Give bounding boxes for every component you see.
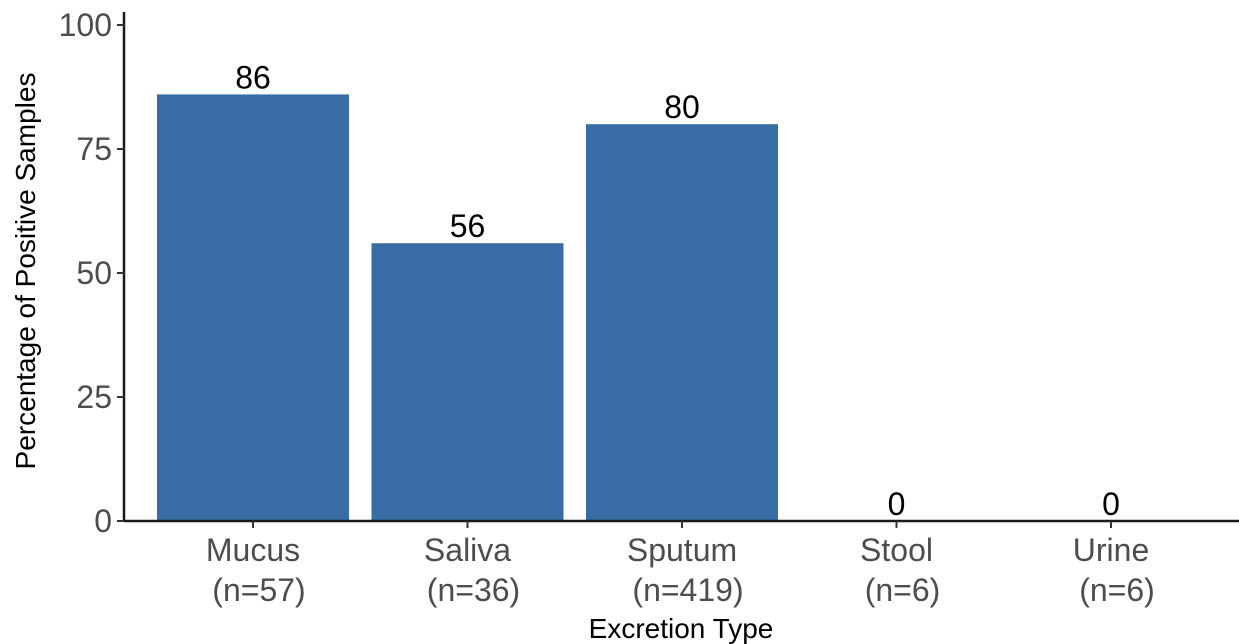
bars-group bbox=[157, 94, 778, 522]
y-tick-label-4: 100 bbox=[59, 7, 112, 43]
x-tick-label-3: Stool (n=6) bbox=[860, 532, 940, 608]
bar-0 bbox=[157, 94, 349, 521]
y-tick-label-2: 50 bbox=[76, 255, 112, 291]
x-tick-label-1: Saliva (n=36) bbox=[424, 532, 520, 608]
data-label-2: 80 bbox=[664, 89, 700, 125]
bar-2 bbox=[586, 124, 778, 521]
data-label-4: 0 bbox=[1102, 486, 1120, 522]
data-label-1: 56 bbox=[450, 208, 486, 244]
data-label-3: 0 bbox=[888, 486, 906, 522]
bar-1 bbox=[371, 243, 564, 522]
y-tick-label-3: 75 bbox=[76, 131, 112, 167]
y-tick-label-0: 0 bbox=[94, 503, 112, 539]
x-tick-label-4: Urine (n=6) bbox=[1073, 532, 1155, 608]
data-labels-group: 86 56 80 0 0 bbox=[235, 59, 1120, 522]
x-axis-title: Excretion Type bbox=[589, 613, 774, 644]
x-axis: Mucus (n=57) Saliva (n=36) Sputum (n=419) Stoo… bbox=[124, 519, 1239, 608]
y-axis-title: Percentage of Positive Samples bbox=[10, 73, 41, 470]
y-tick-label-1: 25 bbox=[76, 379, 112, 415]
data-label-0: 86 bbox=[235, 59, 271, 95]
y-axis: 0 25 50 75 100 bbox=[59, 7, 126, 539]
x-tick-label-2: Sputum (n=419) bbox=[627, 532, 744, 608]
x-tick-label-0: Mucus (n=57) bbox=[206, 532, 306, 608]
